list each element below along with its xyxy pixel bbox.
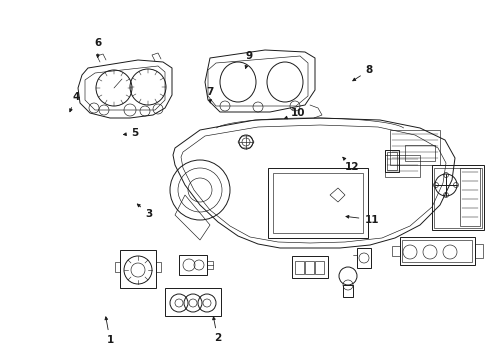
- Bar: [404, 145, 434, 161]
- Text: 6: 6: [94, 38, 101, 58]
- Bar: [267, 168, 367, 238]
- Bar: [272, 173, 362, 233]
- Text: 3: 3: [137, 204, 152, 219]
- Bar: [474, 244, 482, 258]
- Text: 1: 1: [105, 317, 113, 345]
- Bar: [401, 240, 471, 262]
- Bar: [433, 168, 481, 228]
- Text: 11: 11: [346, 215, 378, 225]
- Bar: [391, 246, 399, 256]
- Text: 2: 2: [212, 317, 221, 343]
- Bar: [294, 261, 304, 274]
- Bar: [115, 262, 120, 272]
- Text: 10: 10: [284, 108, 305, 119]
- Bar: [356, 248, 370, 268]
- Bar: [305, 261, 313, 274]
- Text: 12: 12: [342, 157, 359, 172]
- Bar: [384, 150, 398, 172]
- Bar: [291, 256, 327, 278]
- Text: 9: 9: [244, 51, 252, 68]
- Bar: [431, 165, 483, 230]
- Text: 7: 7: [206, 87, 214, 103]
- Bar: [120, 250, 156, 288]
- Bar: [389, 130, 439, 165]
- Bar: [399, 237, 474, 265]
- Bar: [314, 261, 324, 274]
- Bar: [179, 255, 206, 275]
- Text: 8: 8: [352, 65, 372, 81]
- Bar: [384, 155, 419, 177]
- Bar: [342, 285, 352, 297]
- Bar: [386, 152, 396, 170]
- Text: 4: 4: [69, 92, 80, 112]
- Bar: [459, 168, 479, 226]
- Bar: [156, 262, 161, 272]
- Bar: [164, 288, 221, 316]
- Bar: [206, 261, 213, 269]
- Text: 5: 5: [123, 128, 138, 138]
